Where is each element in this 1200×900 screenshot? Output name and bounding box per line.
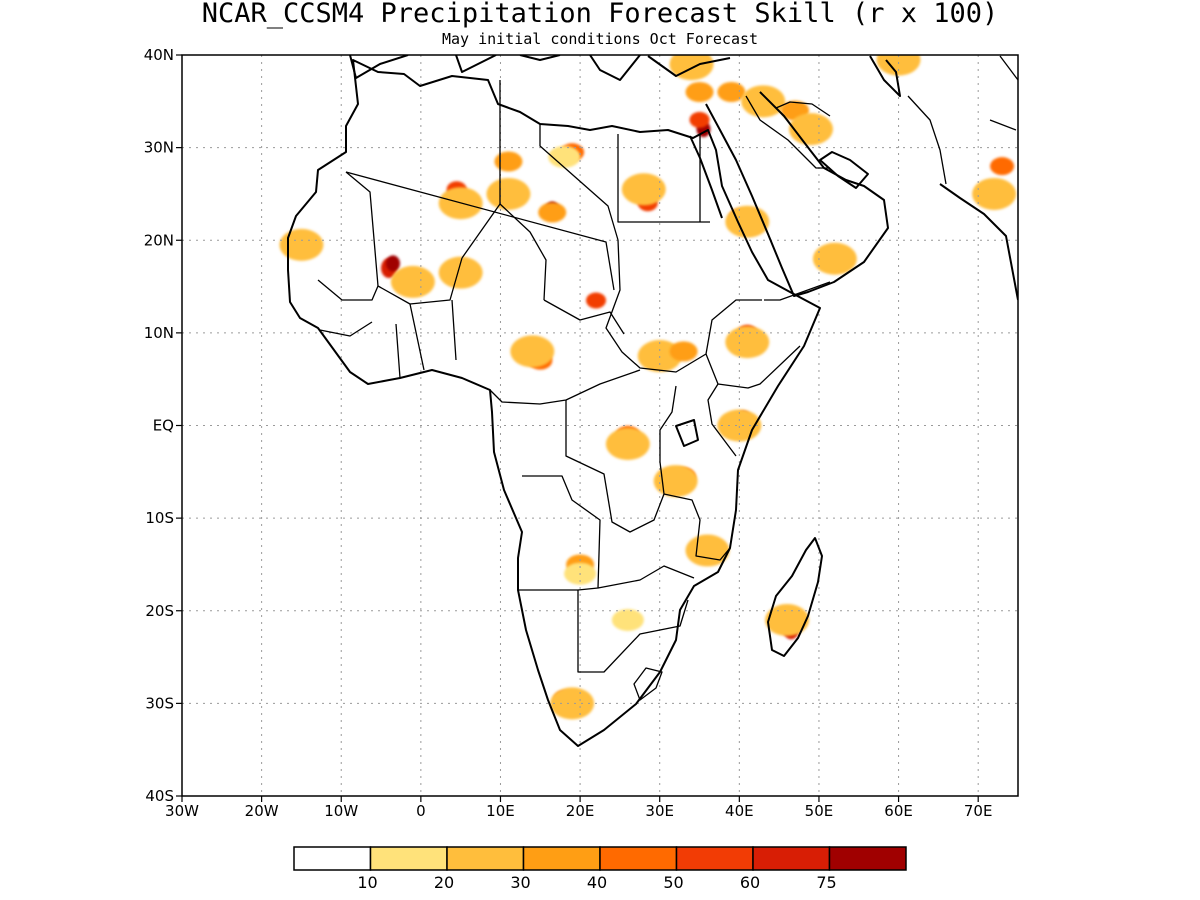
arabia-coastline: [705, 91, 889, 297]
colorbar-swatch: [675, 846, 754, 871]
persian-gulf-coastline: [819, 151, 869, 189]
colorbar-label: 60: [740, 873, 760, 892]
skill-patch: [725, 326, 770, 359]
skill-patch: [548, 145, 581, 168]
colorbar-swatch: [828, 846, 907, 871]
x-tick-label: 30W: [165, 802, 199, 820]
skill-patch: [725, 205, 770, 238]
skill-patch: [741, 85, 786, 118]
y-tick-label: 30N: [144, 139, 174, 157]
figure-subtitle: May initial conditions Oct Forecast: [442, 30, 758, 48]
y-tick-label: 40S: [145, 787, 174, 805]
skill-patch: [510, 335, 555, 368]
skill-patch: [486, 177, 531, 210]
figure-title: NCAR_CCSM4 Precipitation Forecast Skill …: [202, 0, 999, 29]
colorbar: 10 20 30 40 50 60 75: [293, 846, 907, 892]
skill-patch: [689, 111, 710, 128]
x-tick-label: 40E: [725, 802, 754, 820]
skill-patch: [669, 341, 698, 362]
colorbar-label: 30: [510, 873, 530, 892]
skill-patch: [765, 604, 810, 637]
y-tick-label: 20S: [145, 602, 174, 620]
x-tick-label: 50E: [805, 802, 834, 820]
skill-patch: [550, 687, 595, 720]
red-sea-gulf-outline: [689, 135, 723, 219]
lake-victoria-outline: [675, 419, 699, 447]
skill-patch: [390, 265, 435, 298]
colorbar-swatch: [752, 846, 831, 871]
y-tick-label: 20N: [144, 231, 174, 249]
colorbar-swatch: [522, 846, 601, 871]
africa-coastline: [287, 59, 821, 747]
colorbar-swatch: [599, 846, 678, 871]
skill-patch: [494, 151, 523, 172]
skill-patch: [788, 113, 833, 146]
skill-patch: [972, 177, 1017, 210]
map-axes: 30W 20W 10W 0 10E 20E 30E 40E 50E 60E 70E 40N 30N 20N…: [144, 46, 993, 820]
x-tick-label: 70E: [964, 802, 993, 820]
x-tick-label: 10W: [324, 802, 358, 820]
skill-patch: [621, 173, 666, 206]
caspian-sea-coastline: [869, 55, 901, 97]
y-tick-label: 10N: [144, 324, 174, 342]
colorbar-label: 20: [434, 873, 454, 892]
lat-lon-grid: [182, 55, 1018, 796]
skill-patch: [653, 465, 698, 498]
x-tick-label: 20E: [566, 802, 595, 820]
skill-patch: [685, 82, 714, 103]
x-tick-label: 10E: [486, 802, 515, 820]
y-tick-label: EQ: [153, 417, 174, 435]
country-borders: [317, 55, 1018, 701]
madagascar-coastline: [767, 537, 823, 657]
skill-patch: [605, 428, 650, 461]
colorbar-label: 50: [663, 873, 683, 892]
map-area: [182, 55, 1018, 796]
skill-patch: [438, 256, 483, 289]
colorbar-label: 40: [587, 873, 607, 892]
mediterranean-north-coast: [349, 55, 731, 81]
colorbar-label: 10: [357, 873, 377, 892]
map-frame: [181, 54, 1019, 797]
x-tick-label: 60E: [884, 802, 913, 820]
colorbar-swatch: [293, 846, 372, 871]
x-tick-label: 30E: [645, 802, 674, 820]
skill-patch: [538, 202, 567, 223]
colorbar-swatch: [446, 846, 525, 871]
y-tick-label: 10S: [145, 509, 174, 527]
y-tick-label: 40N: [144, 46, 174, 64]
india-coastline: [939, 183, 1018, 301]
colorbar-label: 75: [816, 873, 836, 892]
skill-patch: [717, 82, 746, 103]
skill-patch: [586, 292, 607, 309]
skill-patch: [611, 609, 644, 632]
skill-patch: [812, 242, 857, 275]
skill-patch: [385, 255, 400, 272]
colorbar-swatch: [369, 846, 448, 871]
skill-patch: [685, 534, 730, 567]
x-tick-label: 0: [416, 802, 426, 820]
skill-patch: [876, 55, 921, 76]
skill-patch: [990, 157, 1015, 176]
y-tick-label: 30S: [145, 694, 174, 712]
x-tick-label: 20W: [245, 802, 279, 820]
skill-field: [279, 55, 1017, 720]
skill-patch: [279, 228, 324, 261]
